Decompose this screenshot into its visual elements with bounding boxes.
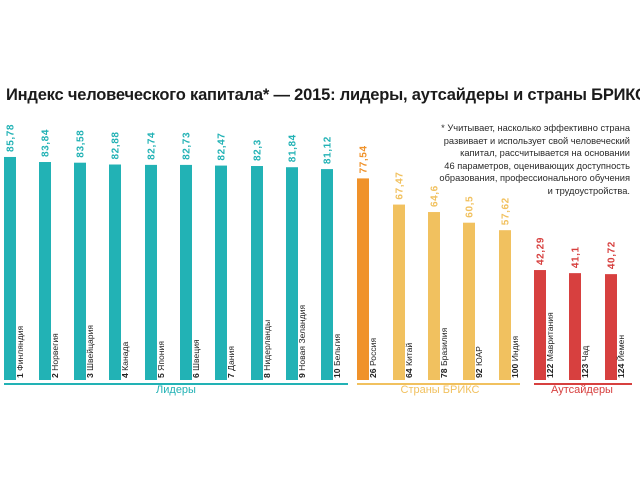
category-label: 100 Индия (510, 336, 520, 378)
category-label: 122 Мавритания (545, 312, 555, 378)
bar (393, 204, 405, 380)
bar (286, 167, 298, 380)
value-label: 41,1 (571, 246, 582, 268)
footnote: * Учитывает, насколько эффективно страна… (420, 122, 630, 198)
footnote-line: 46 параметров, оценивающих доступность (444, 160, 630, 171)
bar (74, 162, 86, 380)
category-label: 1 Финляндия (15, 326, 25, 378)
value-label: 40,72 (607, 241, 618, 269)
category-label: 10 Бельгия (332, 333, 342, 378)
category-label: 8 Нидерланды (262, 320, 272, 378)
bar (534, 270, 546, 380)
value-label: 85,78 (6, 124, 17, 152)
value-label: 60,5 (465, 196, 476, 218)
footnote-line: образования, профессионального обучения (439, 173, 630, 184)
bar (605, 274, 617, 380)
footnote-line: развивает и использует свой человеческий (443, 135, 630, 146)
bar (499, 230, 511, 380)
category-label: 78 Бразилия (439, 327, 449, 378)
footnote-line: и трудоустройства. (547, 185, 630, 196)
bar (39, 162, 51, 380)
group-label: Аутсайдеры (551, 384, 613, 396)
bar (215, 165, 227, 380)
bar (321, 169, 333, 380)
category-label: 92 ЮАР (474, 346, 484, 378)
value-label: 67,47 (395, 172, 406, 200)
group-label: Страны БРИКС (401, 384, 480, 396)
value-label: 42,29 (536, 237, 547, 265)
value-label: 81,84 (288, 134, 299, 162)
value-label: 77,54 (359, 145, 370, 173)
bar (251, 166, 263, 380)
bar (463, 222, 475, 380)
group-label: Лидеры (156, 384, 196, 396)
bar (569, 273, 581, 380)
value-label: 82,3 (253, 139, 264, 161)
category-label: 6 Швеция (191, 339, 201, 378)
bar (357, 178, 369, 380)
bar (145, 164, 157, 380)
value-label: 83,84 (41, 129, 52, 157)
category-label: 2 Норвегия (50, 333, 60, 378)
bar (428, 212, 440, 380)
value-label: 82,73 (182, 132, 193, 160)
category-label: 3 Швейцария (85, 325, 95, 378)
category-label: 64 Китай (404, 343, 414, 378)
category-label: 124 Йемен (615, 335, 626, 378)
chart-title: Индекс человеческого капитала* — 2015: л… (6, 86, 640, 104)
bar (4, 156, 16, 380)
value-label: 57,62 (501, 197, 512, 225)
value-label: 64,6 (430, 185, 441, 207)
value-label: 82,74 (147, 132, 158, 160)
category-label: 4 Канада (120, 342, 130, 378)
bar (180, 164, 192, 380)
category-label: 7 Дания (226, 346, 236, 378)
value-label: 83,58 (76, 130, 87, 158)
value-label: 82,88 (111, 131, 122, 159)
bar (109, 164, 121, 380)
value-label: 81,12 (323, 136, 334, 164)
footnote-line: * Учитывает, насколько эффективно страна (441, 123, 630, 133)
footnote-line: капитал, рассчитывается на основании (460, 148, 630, 159)
category-label: 26 Россия (368, 338, 378, 378)
category-label: 123 Чад (580, 346, 590, 378)
category-label: 9 Новая Зеландия (297, 305, 307, 378)
value-label: 82,47 (217, 133, 228, 161)
category-label: 5 Япония (156, 341, 166, 378)
